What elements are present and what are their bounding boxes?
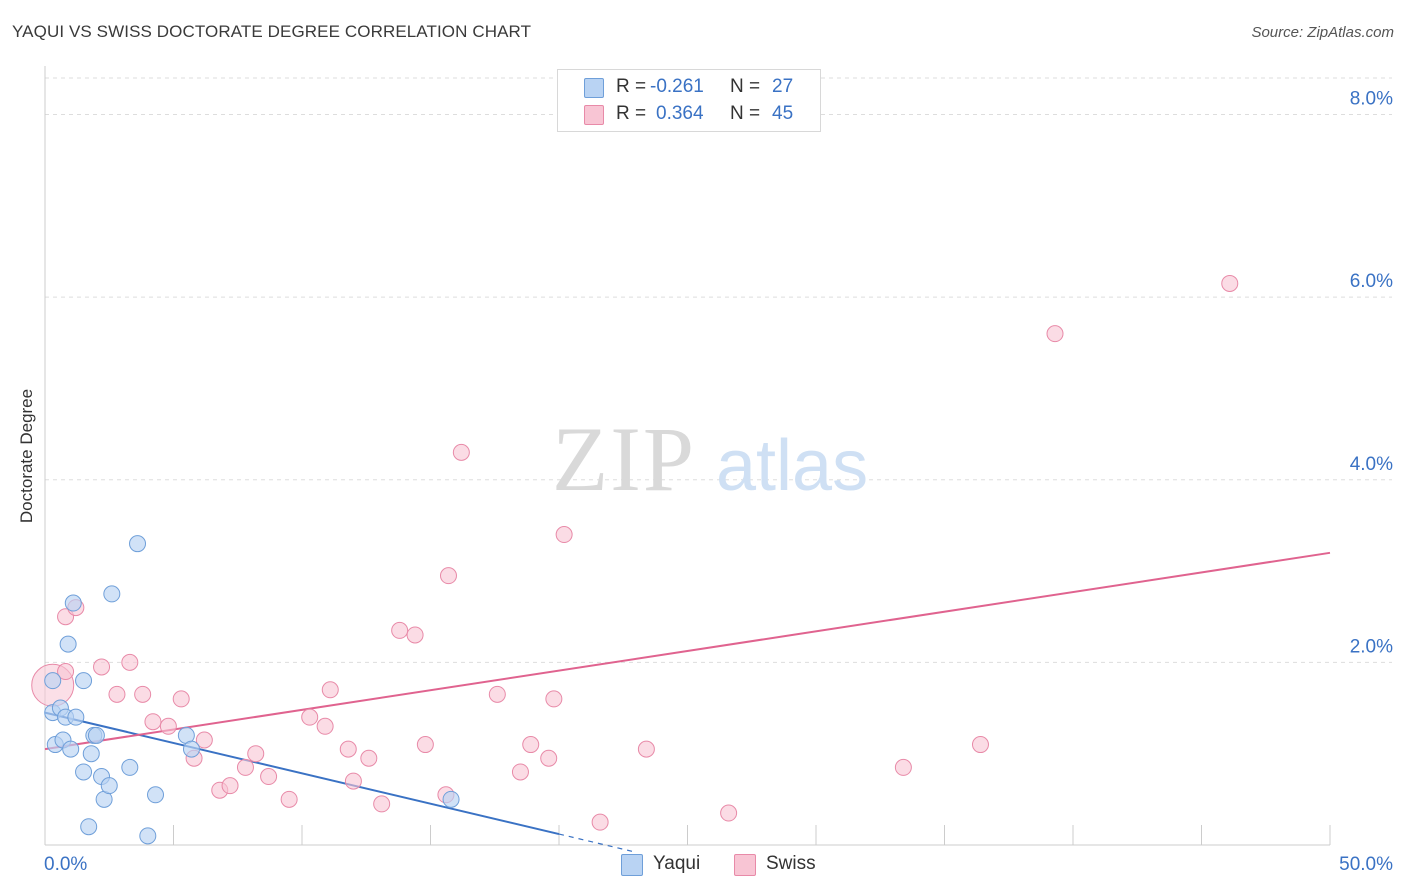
point-swiss [159, 717, 177, 735]
point-swiss [121, 653, 139, 671]
point-yaqui [82, 745, 100, 763]
point-yaqui [44, 672, 62, 690]
point-swiss [316, 717, 334, 735]
point-yaqui [103, 585, 121, 603]
legend-n-value-yaqui: 27 [772, 76, 794, 97]
point-yaqui [59, 635, 77, 653]
point-swiss [221, 777, 239, 795]
point-swiss [391, 621, 409, 639]
point-yaqui [139, 827, 157, 845]
bottom-legend-label-yaqui: Yaqui [653, 853, 701, 874]
legend-swatch-yaqui [584, 78, 604, 98]
point-yaqui [80, 818, 98, 836]
point-yaqui [121, 758, 139, 776]
legend-r-value-swiss: 0.364 [656, 103, 704, 124]
point-yaqui [62, 740, 80, 758]
point-swiss [637, 740, 655, 758]
point-yaqui [129, 535, 147, 553]
point-swiss [416, 736, 434, 754]
chart-source: Source: ZipAtlas.com [1251, 24, 1394, 41]
point-yaqui [87, 726, 105, 744]
y-tick-label: 2.0% [1350, 636, 1393, 657]
point-swiss [280, 790, 298, 808]
point-swiss [545, 690, 563, 708]
point-yaqui [442, 790, 460, 808]
y-tick-label: 4.0% [1350, 454, 1393, 475]
point-swiss [555, 526, 573, 544]
y-tick-label: 8.0% [1350, 89, 1393, 110]
legend-r-value-yaqui: -0.261 [650, 76, 704, 97]
trendline-swiss [44, 551, 1331, 751]
point-swiss [971, 736, 989, 754]
point-swiss [93, 658, 111, 676]
chart-title: YAQUI VS SWISS DOCTORATE DEGREE CORRELAT… [12, 22, 532, 41]
legend-r-label: R = [616, 103, 647, 124]
point-yaqui [64, 594, 82, 612]
points-layer [31, 274, 1239, 845]
tick-labels: 2.0% 4.0% 6.0% 8.0% 0.0% 50.0% [44, 89, 1393, 875]
point-swiss [344, 772, 362, 790]
point-yaqui [75, 763, 93, 781]
point-swiss [301, 708, 319, 726]
watermark-atlas: atlas [716, 426, 868, 506]
x-tick-label: 50.0% [1339, 854, 1393, 875]
watermark: ZIP atlas [552, 408, 868, 510]
x-tick-label: 0.0% [44, 854, 87, 875]
point-yaqui [147, 786, 165, 804]
bottom-legend-swatch-swiss [734, 854, 756, 876]
point-swiss [511, 763, 529, 781]
point-swiss [439, 567, 457, 585]
point-yaqui [75, 672, 93, 690]
bottom-legend-swatch-yaqui [621, 854, 643, 876]
point-yaqui [182, 740, 200, 758]
point-swiss [488, 685, 506, 703]
point-swiss [260, 768, 278, 786]
point-swiss [406, 626, 424, 644]
point-swiss [144, 713, 162, 731]
point-swiss [57, 663, 75, 681]
trend-layer [44, 551, 1331, 853]
legend-box: R = -0.261 N = 27 R = 0.364 N = 45 [557, 69, 821, 132]
bottom-legend-label-swiss: Swiss [766, 853, 816, 874]
legend-n-label: N = [730, 103, 761, 124]
legend-n-label: N = [730, 76, 761, 97]
trendline-yaqui [44, 711, 560, 836]
point-swiss [195, 731, 213, 749]
point-swiss [373, 795, 391, 813]
point-swiss [172, 690, 190, 708]
legend-swatch-swiss [584, 105, 604, 125]
point-swiss [591, 813, 609, 831]
watermark-zip: ZIP [552, 408, 696, 510]
point-swiss [321, 681, 339, 699]
y-axis-label: Doctorate Degree [17, 388, 36, 524]
point-swiss [720, 804, 738, 822]
legend-n-value-swiss: 45 [772, 103, 794, 124]
point-swiss [134, 685, 152, 703]
point-swiss [452, 443, 470, 461]
legend-r-label: R = [616, 76, 647, 97]
point-swiss [108, 685, 126, 703]
point-swiss [1221, 274, 1239, 292]
point-yaqui [100, 777, 118, 795]
point-swiss [339, 740, 357, 758]
point-swiss [540, 749, 558, 767]
point-swiss [522, 736, 540, 754]
point-swiss [1046, 325, 1064, 343]
y-tick-label: 6.0% [1350, 271, 1393, 292]
point-swiss [247, 745, 265, 763]
point-swiss [894, 758, 912, 776]
point-swiss [236, 758, 254, 776]
point-swiss [360, 749, 378, 767]
point-yaqui [67, 708, 85, 726]
trendline-yaqui-extension [558, 833, 637, 853]
